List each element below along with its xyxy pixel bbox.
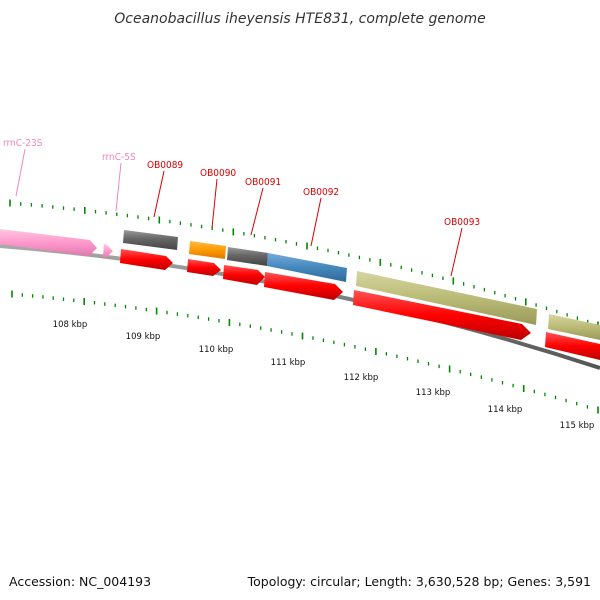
map-title: Oceanobacillus iheyensis HTE831, complet… (114, 11, 485, 27)
rrna-23s-arrow[interactable] (0, 229, 97, 256)
gene-label-ob0093[interactable]: OB0093 (444, 217, 480, 228)
cds-arrow-ob0091[interactable] (223, 265, 265, 285)
gene-block-blue[interactable] (267, 253, 347, 282)
scale-label-114: 114 kbp (488, 405, 523, 415)
scale-label-111: 111 kbp (271, 358, 306, 368)
gene-block-olive-1[interactable] (356, 271, 537, 325)
leader-ob0092 (310, 197, 322, 247)
scale-label-115: 115 kbp (560, 421, 595, 431)
cds-arrow-ob0093[interactable] (353, 290, 531, 340)
leader-rrnc-23s (15, 148, 26, 197)
cds-arrow-ob0089[interactable] (120, 249, 173, 270)
scale-tick-row (11, 290, 599, 414)
rrna-5s-arrow[interactable] (103, 244, 113, 258)
accession-text: Accession: NC_004193 (9, 574, 151, 589)
cds-arrow-ob0092[interactable] (264, 272, 343, 300)
leader-ob0093 (450, 227, 463, 277)
scale-label-108: 108 kbp (53, 320, 88, 330)
gene-block-gray-1[interactable] (123, 230, 178, 250)
scale-label-110: 110 kbp (199, 345, 234, 355)
leader-ob0089 (153, 170, 165, 218)
scale-label-112: 112 kbp (344, 373, 379, 383)
gene-label-rrnc-5s[interactable]: rrnC-5S (102, 152, 136, 163)
feature-track-top (123, 230, 600, 340)
gene-label-ob0091[interactable]: OB0091 (245, 177, 281, 188)
leader-rrnc-5s (115, 162, 122, 212)
gene-label-rrnc-23s[interactable]: rrnC-23S (3, 138, 43, 149)
gene-label-ob0089[interactable]: OB0089 (147, 160, 183, 171)
rrna-track (0, 229, 113, 258)
gene-block-orange[interactable] (189, 241, 226, 259)
upper-tick-row (9, 199, 599, 329)
label-leader-lines (15, 148, 463, 277)
leader-ob0091 (250, 187, 264, 236)
gene-label-ob0092[interactable]: OB0092 (303, 187, 339, 198)
scale-label-113: 113 kbp (416, 388, 451, 398)
cds-arrow-next[interactable] (545, 332, 600, 360)
gene-label-ob0090[interactable]: OB0090 (200, 168, 236, 179)
gene-block-olive-2[interactable] (548, 314, 600, 340)
gene-block-gray-2[interactable] (227, 247, 268, 266)
genome-summary-text: Topology: circular; Length: 3,630,528 bp… (247, 574, 591, 589)
cds-track (120, 249, 600, 360)
scale-label-109: 109 kbp (126, 332, 161, 342)
cds-arrow-ob0090[interactable] (187, 259, 221, 276)
leader-ob0090 (211, 178, 218, 229)
